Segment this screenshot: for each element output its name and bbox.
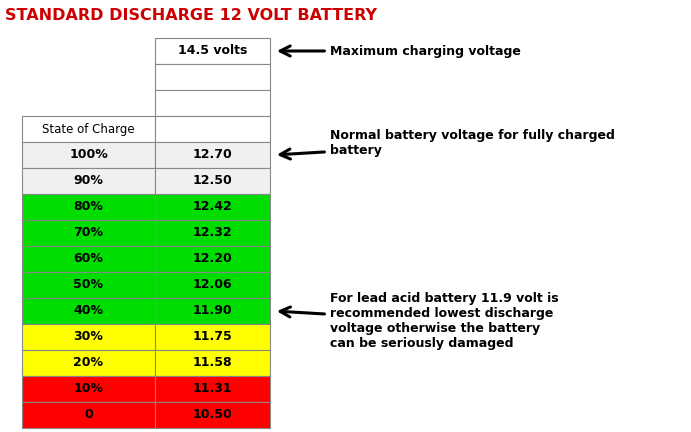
Bar bbox=[22, 220, 155, 246]
Bar bbox=[22, 324, 155, 350]
Bar bbox=[155, 350, 270, 376]
Bar bbox=[22, 402, 155, 428]
Text: 30%: 30% bbox=[73, 330, 104, 343]
Bar bbox=[155, 376, 270, 402]
Bar bbox=[155, 272, 270, 298]
Text: 70%: 70% bbox=[73, 226, 104, 239]
Text: 12.06: 12.06 bbox=[193, 279, 232, 292]
Bar bbox=[155, 90, 270, 116]
Text: 12.70: 12.70 bbox=[193, 149, 232, 162]
Bar bbox=[22, 376, 155, 402]
Bar bbox=[155, 116, 270, 142]
Text: State of Charge: State of Charge bbox=[42, 123, 135, 136]
Text: 40%: 40% bbox=[73, 305, 104, 318]
Bar bbox=[155, 142, 270, 168]
Text: 0: 0 bbox=[84, 409, 93, 422]
Text: 11.31: 11.31 bbox=[193, 382, 232, 396]
Bar bbox=[155, 220, 270, 246]
Bar bbox=[22, 142, 155, 168]
Text: 20%: 20% bbox=[73, 356, 104, 369]
Bar bbox=[22, 168, 155, 194]
Text: 12.50: 12.50 bbox=[193, 175, 232, 187]
Text: 11.90: 11.90 bbox=[193, 305, 232, 318]
Bar bbox=[155, 298, 270, 324]
Bar bbox=[22, 246, 155, 272]
Bar bbox=[155, 324, 270, 350]
Bar bbox=[22, 194, 155, 220]
Text: 11.58: 11.58 bbox=[193, 356, 232, 369]
Bar bbox=[22, 298, 155, 324]
Bar bbox=[155, 194, 270, 220]
Text: 12.20: 12.20 bbox=[193, 252, 232, 266]
Text: For lead acid battery 11.9 volt is
recommended lowest discharge
voltage otherwis: For lead acid battery 11.9 volt is recom… bbox=[280, 292, 558, 350]
Text: STANDARD DISCHARGE 12 VOLT BATTERY: STANDARD DISCHARGE 12 VOLT BATTERY bbox=[5, 8, 377, 23]
Bar bbox=[155, 64, 270, 90]
Text: 100%: 100% bbox=[69, 149, 108, 162]
Text: 50%: 50% bbox=[73, 279, 104, 292]
Text: 12.32: 12.32 bbox=[193, 226, 232, 239]
Bar bbox=[22, 116, 155, 142]
Text: 90%: 90% bbox=[73, 175, 104, 187]
Text: 60%: 60% bbox=[73, 252, 104, 266]
Bar bbox=[22, 272, 155, 298]
Bar bbox=[22, 350, 155, 376]
Bar bbox=[155, 168, 270, 194]
Bar bbox=[155, 402, 270, 428]
Text: 10.50: 10.50 bbox=[193, 409, 232, 422]
Text: 11.75: 11.75 bbox=[193, 330, 232, 343]
Text: Normal battery voltage for fully charged
battery: Normal battery voltage for fully charged… bbox=[280, 129, 615, 159]
Text: 12.42: 12.42 bbox=[193, 200, 232, 213]
Text: 10%: 10% bbox=[73, 382, 104, 396]
Text: Maximum charging voltage: Maximum charging voltage bbox=[280, 44, 521, 57]
Bar bbox=[155, 38, 270, 64]
Bar bbox=[155, 246, 270, 272]
Text: 14.5 volts: 14.5 volts bbox=[178, 44, 247, 57]
Text: 80%: 80% bbox=[73, 200, 104, 213]
